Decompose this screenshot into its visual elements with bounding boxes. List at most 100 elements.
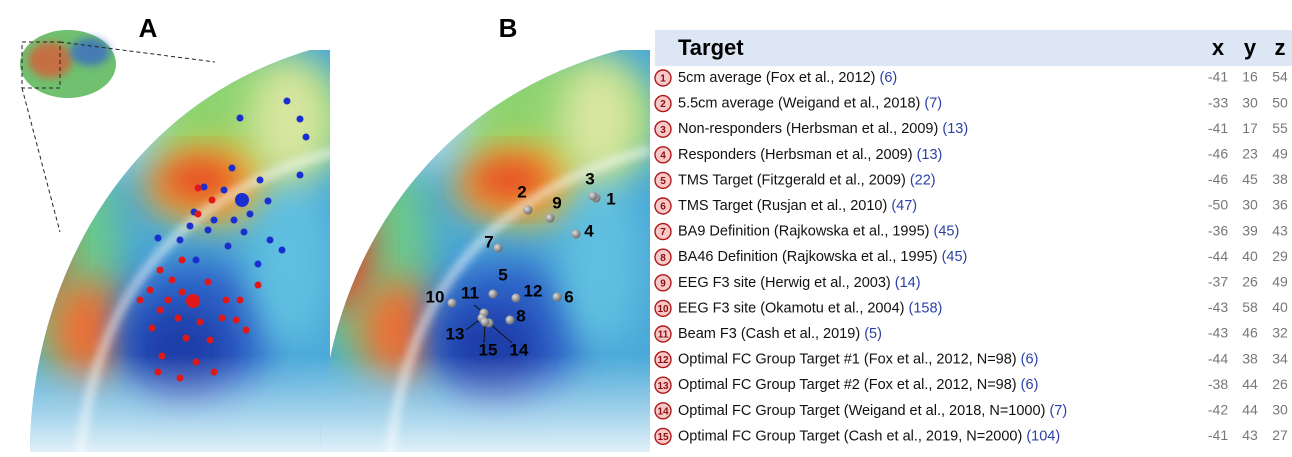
target-dot xyxy=(297,172,304,179)
target-ref: (14) xyxy=(895,275,921,291)
site-dot xyxy=(489,290,498,299)
target-ref: (104) xyxy=(1026,428,1060,444)
coord-y: 43 xyxy=(1242,427,1258,443)
coord-y: 39 xyxy=(1242,222,1258,238)
row-number: 3 xyxy=(660,125,666,136)
row-number: 11 xyxy=(658,330,669,341)
coord-z: 38 xyxy=(1272,171,1288,187)
target-dot xyxy=(179,257,186,264)
target-ref: (47) xyxy=(891,198,917,214)
target-name: BA9 Definition (Rajkowska et al., 1995) xyxy=(678,223,929,239)
row-target: 5cm average (Fox et al., 2012) (6) xyxy=(678,70,897,86)
coord-x: -41 xyxy=(1208,120,1228,136)
site-label: 6 xyxy=(564,287,573,306)
page: A B Target x y z 15cm average (Fox et al… xyxy=(0,0,1292,452)
target-dot xyxy=(237,297,244,304)
target-dot xyxy=(255,282,262,289)
row-target: TMS Target (Rusjan et al., 2010) (47) xyxy=(678,198,917,214)
row-target: 5.5cm average (Weigand et al., 2018) (7) xyxy=(678,95,942,111)
target-ref: (6) xyxy=(880,70,898,86)
row-number: 6 xyxy=(660,202,666,213)
target-ref: (13) xyxy=(942,121,968,137)
site-dot xyxy=(572,230,581,239)
target-dot xyxy=(197,319,204,326)
row-number: 5 xyxy=(660,176,666,187)
coord-z: 30 xyxy=(1272,402,1288,418)
row-target: Optimal FC Group Target (Weigand et al.,… xyxy=(678,403,1067,419)
target-dot xyxy=(177,375,184,382)
target-name: BA46 Definition (Rajkowska et al., 1995) xyxy=(678,249,938,265)
target-ref: (7) xyxy=(1049,403,1067,419)
target-dot xyxy=(147,287,154,294)
site-dot xyxy=(524,206,533,215)
cortex-blob xyxy=(0,190,60,310)
site-label: 9 xyxy=(552,193,561,212)
row-target: Beam F3 (Cash et al., 2019) (5) xyxy=(678,326,882,342)
coord-z: 27 xyxy=(1272,427,1288,443)
coord-x: -46 xyxy=(1208,171,1228,187)
target-dot xyxy=(231,217,238,224)
site-label: 11 xyxy=(461,283,479,302)
site-label: 10 xyxy=(426,287,445,306)
coord-z: 54 xyxy=(1272,69,1288,85)
coord-x: -37 xyxy=(1208,274,1228,290)
cortex-fade xyxy=(310,40,650,452)
coord-y: 16 xyxy=(1242,69,1258,85)
site-label: 4 xyxy=(584,221,594,240)
target-name: TMS Target (Fitzgerald et al., 2009) xyxy=(678,172,906,188)
coord-z: 32 xyxy=(1272,325,1288,341)
row-target: Optimal FC Group Target (Cash et al., 20… xyxy=(678,428,1060,444)
site-label: 14 xyxy=(510,340,529,359)
coord-y: 44 xyxy=(1242,402,1258,418)
coord-z: 49 xyxy=(1272,146,1288,162)
target-dot xyxy=(265,198,272,205)
coord-y: 30 xyxy=(1242,94,1258,110)
target-dot xyxy=(157,307,164,314)
target-dot xyxy=(179,289,186,296)
coord-y: 17 xyxy=(1242,120,1258,136)
target-dot xyxy=(284,98,291,105)
target-dot xyxy=(237,115,244,122)
brain-a xyxy=(0,40,350,452)
target-dot xyxy=(211,369,218,376)
target-name: Optimal FC Group Target #2 (Fox et al., … xyxy=(678,377,1017,393)
table-header: x xyxy=(1212,35,1225,60)
target-dot xyxy=(175,315,182,322)
target-ref: (7) xyxy=(924,95,942,111)
target-ref: (45) xyxy=(934,223,960,239)
row-number: 14 xyxy=(657,406,669,417)
row-number: 13 xyxy=(657,381,669,392)
target-name: EEG F3 site (Herwig et al., 2003) xyxy=(678,275,891,291)
site-label: 15 xyxy=(479,340,498,359)
target-dot xyxy=(267,237,274,244)
coord-z: 36 xyxy=(1272,197,1288,213)
target-name: EEG F3 site (Okamotu et al., 2004) xyxy=(678,300,904,316)
row-target: Non-responders (Herbsman et al., 2009) (… xyxy=(678,121,968,137)
target-dot xyxy=(211,217,218,224)
coord-y: 58 xyxy=(1242,299,1258,315)
site-label: 3 xyxy=(585,169,594,188)
target-dot xyxy=(297,116,304,123)
row-number: 4 xyxy=(660,150,666,161)
panel-label: B xyxy=(499,13,518,43)
coord-y: 46 xyxy=(1242,325,1258,341)
target-name: TMS Target (Rusjan et al., 2010) xyxy=(678,198,887,214)
row-number: 8 xyxy=(660,253,666,264)
coord-z: 49 xyxy=(1272,274,1288,290)
table-body: 1 5cm average (Fox et al., 2012) (6) -41 16… xyxy=(655,69,1288,445)
coord-y: 40 xyxy=(1242,248,1258,264)
coord-x: -50 xyxy=(1208,197,1228,213)
site-label: 12 xyxy=(524,281,543,300)
site-dot xyxy=(512,294,521,303)
target-dot xyxy=(279,247,286,254)
target-ref: (6) xyxy=(1021,377,1039,393)
row-target: Responders (Herbsman et al., 2009) (13) xyxy=(678,147,942,163)
target-dot xyxy=(183,335,190,342)
target-dot xyxy=(243,327,250,334)
target-dot xyxy=(193,359,200,366)
target-dot xyxy=(165,297,172,304)
target-name: 5.5cm average (Weigand et al., 2018) xyxy=(678,95,920,111)
target-dot xyxy=(229,165,236,172)
row-number: 1 xyxy=(660,74,666,85)
row-number: 15 xyxy=(657,432,669,443)
